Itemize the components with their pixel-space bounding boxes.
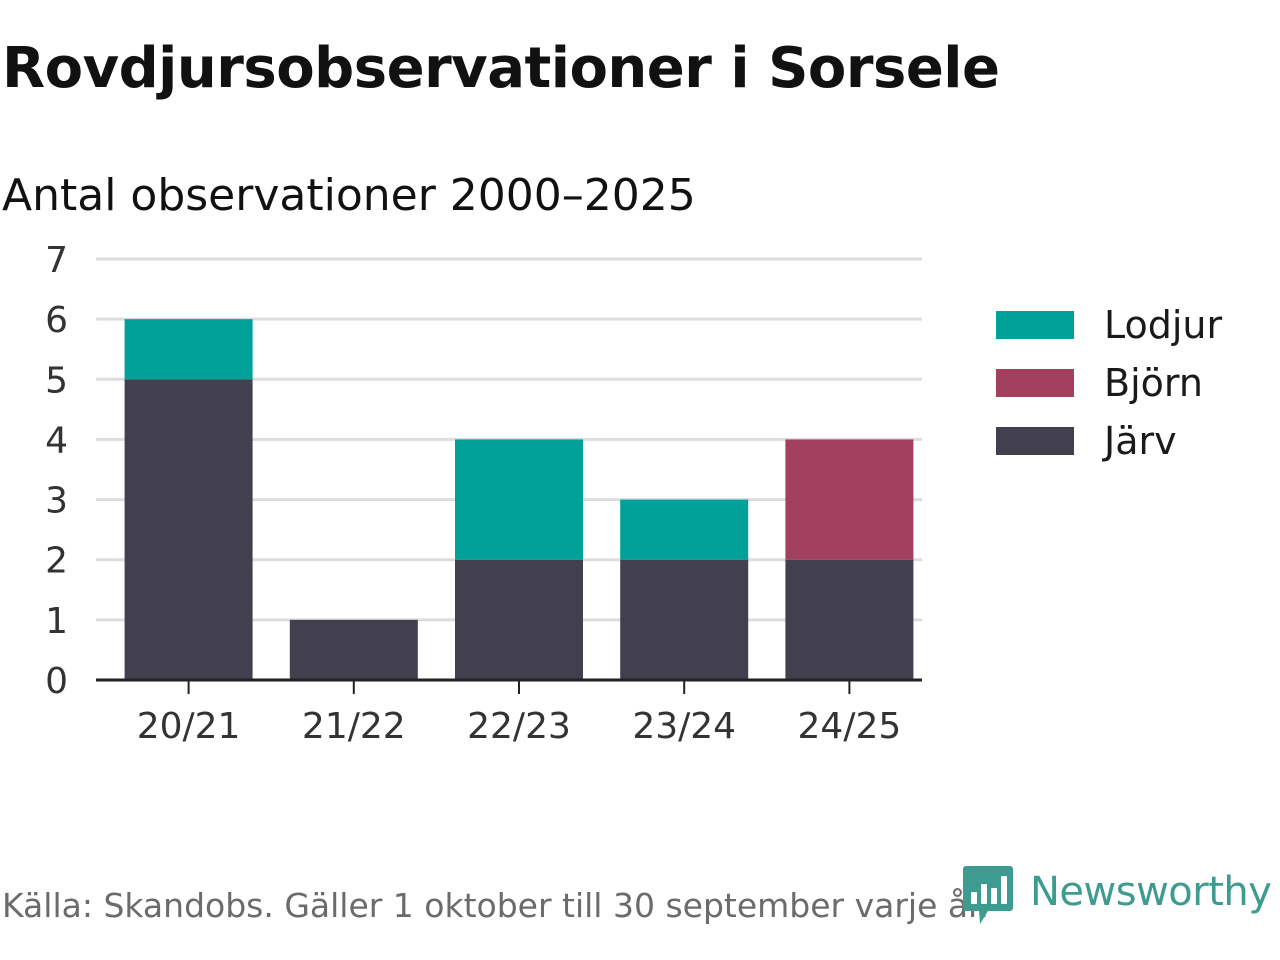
bar-jarv (620, 559, 749, 680)
chart-title: Rovdjursobservationer i Sorsele (2, 36, 1000, 101)
legend-item-jarv: Järv (996, 412, 1222, 470)
y-tick-label: 1 (45, 601, 68, 642)
newsworthy-logo[interactable]: Newsworthy (962, 864, 1272, 926)
x-tick-label: 24/25 (798, 706, 902, 747)
bar-jarv (785, 559, 914, 680)
bar-jarv (124, 379, 253, 680)
legend-label: Järv (1104, 419, 1177, 463)
x-tick-label: 22/23 (467, 706, 571, 747)
legend-label: Björn (1104, 361, 1203, 405)
y-tick-label: 4 (45, 420, 68, 461)
y-tick-label: 7 (45, 240, 68, 281)
bar-bjorn (785, 439, 914, 560)
legend-item-lodjur: Lodjur (996, 296, 1222, 354)
legend-item-bjorn: Björn (996, 354, 1222, 412)
y-tick-label: 0 (45, 661, 68, 702)
newsworthy-chart-icon (963, 866, 1013, 924)
x-tick-label: 20/21 (137, 706, 241, 747)
y-tick-label: 3 (45, 481, 68, 522)
y-tick-label: 6 (45, 300, 68, 341)
source-note: Källa: Skandobs. Gäller 1 oktober till 3… (2, 886, 990, 925)
legend: Lodjur Björn Järv (996, 296, 1222, 470)
bar-jarv (289, 619, 418, 680)
bar-lodjur (620, 499, 749, 560)
y-tick-label: 2 (45, 541, 68, 582)
y-tick-label: 5 (45, 360, 68, 401)
swatch-lodjur (996, 311, 1074, 339)
legend-label: Lodjur (1104, 303, 1223, 347)
x-tick-label: 23/24 (632, 706, 736, 747)
x-tick-label: 21/22 (302, 706, 406, 747)
bar-lodjur (455, 439, 583, 560)
brand-name: Newsworthy (1030, 869, 1272, 915)
swatch-bjorn (996, 369, 1074, 397)
chart-subtitle: Antal observationer 2000–2025 (2, 170, 696, 221)
bar-jarv (455, 559, 583, 680)
swatch-jarv (996, 427, 1074, 455)
bar-lodjur (124, 319, 253, 380)
